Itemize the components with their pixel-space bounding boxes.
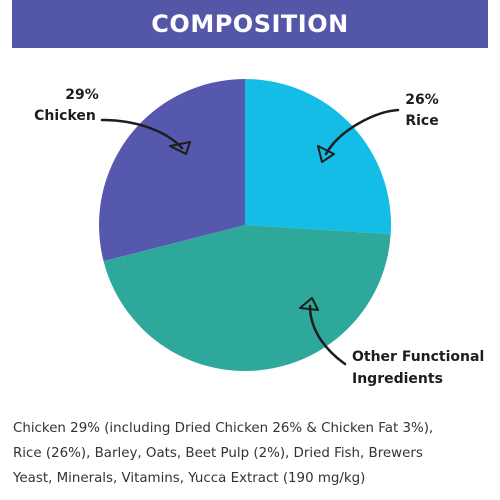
- rice-arrow: [324, 108, 400, 156]
- other-arrowhead: [299, 297, 319, 311]
- composition-pie-chart: 29% Chicken 26% Rice Other Functional In…: [34, 79, 484, 387]
- pie-slice-chicken: [99, 79, 245, 262]
- description-line: Yeast, Minerals, Vitamins, Yucca Extract…: [13, 471, 366, 486]
- description-line: Chicken 29% (including Dried Chicken 26%…: [13, 421, 434, 436]
- page-title: COMPOSITION: [151, 10, 349, 38]
- composition-description: Chicken 29% (including Dried Chicken 26%…: [13, 416, 491, 491]
- rice-arrowhead: [317, 145, 335, 163]
- composition-header: COMPOSITION: [12, 0, 488, 48]
- rice-label-percent: 26%: [405, 92, 439, 108]
- pie-slice-rice: [245, 79, 391, 235]
- other-arrow: [308, 304, 347, 366]
- rice-label-name: Rice: [405, 113, 438, 129]
- other-label-line2: Ingredients: [352, 371, 443, 387]
- chicken-label-percent: 29%: [65, 87, 99, 103]
- chicken-arrowhead: [169, 141, 191, 155]
- chicken-label-name: Chicken: [34, 108, 96, 124]
- other-label-line1: Other Functional: [352, 349, 484, 365]
- description-line: Rice (26%), Barley, Oats, Beet Pulp (2%)…: [13, 446, 423, 461]
